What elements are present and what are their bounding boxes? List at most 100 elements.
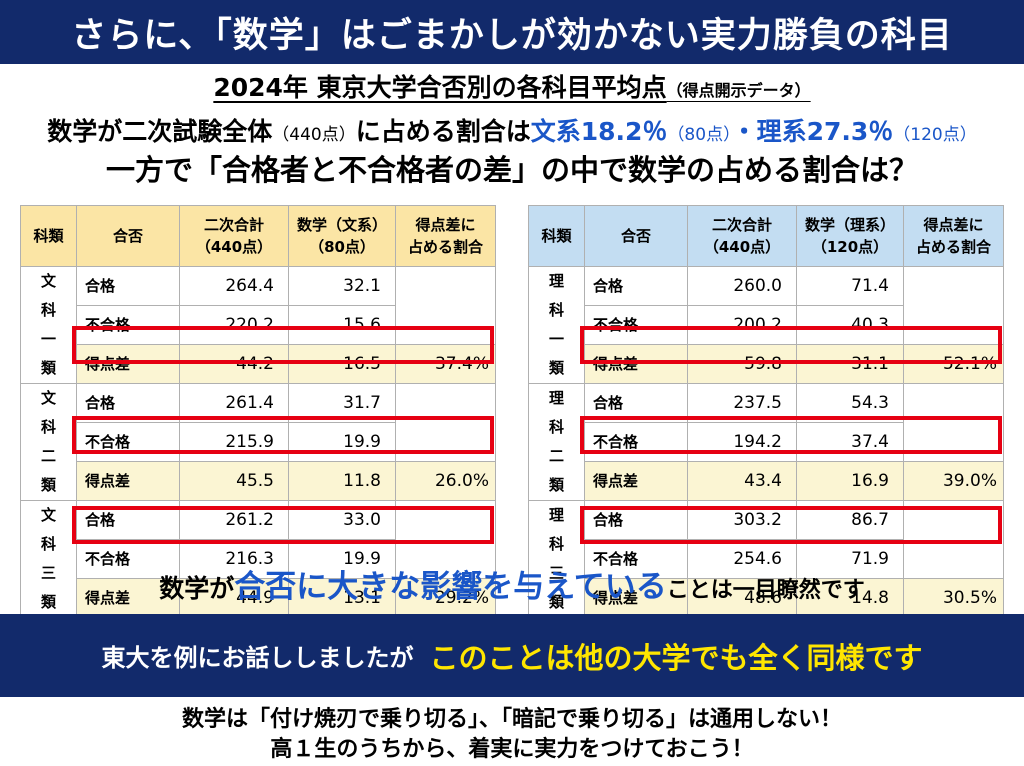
result-cell: 不合格	[76, 305, 180, 345]
header-ratio-line1: 得点差に	[923, 216, 984, 234]
result-cell: 合格	[76, 266, 180, 306]
total-cell: 220.2	[179, 305, 289, 345]
category-char: 理	[548, 506, 564, 524]
category-cell: 文科三類	[20, 500, 77, 618]
total-cell: 43.4	[687, 461, 797, 501]
bottom-banner-left: 東大を例にお話ししましたが	[101, 644, 414, 672]
top-banner-text: さらに、「数学」はごまかしが効かない実力勝負の科目	[71, 15, 953, 56]
total-cell: 44.9	[179, 578, 289, 618]
result-cell: 不合格	[584, 422, 688, 462]
header-total-line2: （440点）	[195, 238, 273, 256]
category-char: 類	[548, 476, 564, 494]
header-total-line1: 二次合計	[203, 216, 264, 234]
header-ratio-line1: 得点差に	[415, 216, 476, 234]
ratio-empty-cell	[395, 500, 496, 579]
total-cell: 45.5	[179, 461, 289, 501]
ratio-cell: 37.4%	[395, 344, 496, 384]
header-math: 数学（理系） （120点）	[796, 205, 904, 267]
total-cell: 44.2	[179, 344, 289, 384]
math-cell: 86.7	[796, 500, 904, 540]
statement-part: （440点）	[272, 125, 356, 145]
total-cell: 194.2	[687, 422, 797, 462]
category-cell: 理科一類	[528, 266, 585, 384]
result-cell: 合格	[584, 383, 688, 423]
math-cell: 33.0	[288, 500, 396, 540]
subtitle-main: 2024年 東京大学合否別の各科目平均点	[213, 73, 667, 102]
result-cell: 合格	[76, 500, 180, 540]
header-ratio: 得点差に 占める割合	[395, 205, 496, 267]
header-math-line2: （80点）	[309, 238, 375, 256]
result-cell: 合格	[584, 500, 688, 540]
table-row: 得点差 44.2 16.5 37.4%	[21, 344, 496, 384]
total-cell: 215.9	[179, 422, 289, 462]
category-char: 科	[548, 535, 564, 553]
result-cell: 合格	[76, 383, 180, 423]
table-row: 文科二類合格 261.4 31.7	[20, 383, 496, 501]
ratio-empty-cell	[395, 266, 496, 345]
table-row: 理科三類合格 303.2 86.7	[528, 500, 1004, 618]
header-category: 科類	[528, 205, 585, 267]
math-share-statement: 数学が二次試験全体（440点）に占める割合は文系18.2％（80点）・理系27.…	[0, 112, 1024, 148]
ratio-cell: 39.0%	[903, 461, 1004, 501]
header-math-line2: （120点）	[811, 238, 889, 256]
math-cell: 31.1	[796, 344, 904, 384]
category-char: 科	[40, 535, 56, 553]
table-row: 得点差 43.4 16.9 39.0%	[529, 461, 1004, 501]
table-row: 不合格 215.9 19.9	[21, 422, 496, 462]
math-cell: 13.1	[288, 578, 396, 618]
table-row: 得点差 59.8 31.1 52.1%	[529, 344, 1004, 384]
result-cell: 得点差	[76, 578, 180, 618]
subtitle-note: （得点開示データ）	[666, 81, 811, 100]
table-row: 理科一類合格 260.0 71.4	[528, 266, 1004, 384]
result-cell: 合格	[584, 266, 688, 306]
table-row: 文科一類合格 264.4 32.1	[20, 266, 496, 384]
closing-line-1: 数学は「付け焼刃で乗り切る」、「暗記で乗り切る」は通用しない！	[181, 707, 842, 732]
header-result: 合否	[584, 205, 688, 267]
category-char: 三	[548, 564, 564, 582]
math-cell: 11.8	[288, 461, 396, 501]
ratio-cell: 52.1%	[903, 344, 1004, 384]
result-cell: 不合格	[76, 422, 180, 462]
math-cell: 19.9	[288, 422, 396, 462]
category-char: 三	[40, 564, 56, 582]
category-char: 一	[548, 330, 564, 348]
conclusion-part: 数学が	[159, 574, 235, 603]
conclusion-part: ことは一目瞭然です	[666, 578, 865, 603]
math-cell: 32.1	[288, 266, 396, 306]
statement-part: （80点）	[667, 125, 732, 145]
table-row: 文科三類合格 261.2 33.0	[20, 500, 496, 618]
category-cell: 理科三類	[528, 500, 585, 618]
total-cell: 200.2	[687, 305, 797, 345]
header-result: 合否	[76, 205, 180, 267]
math-cell: 16.5	[288, 344, 396, 384]
math-cell: 54.3	[796, 383, 904, 423]
total-cell: 59.8	[687, 344, 797, 384]
category-char: 二	[40, 447, 56, 465]
conclusion-statement: 数学が合否に大きな影響を与えていることは一目瞭然です	[0, 561, 1024, 606]
statement-part: 数学が二次試験全体	[47, 117, 273, 146]
ratio-empty-cell	[903, 383, 1004, 462]
total-cell: 260.0	[687, 266, 797, 306]
ratio-empty-cell	[395, 383, 496, 462]
header-math-line1: 数学（文系）	[296, 216, 387, 234]
page-subtitle: 2024年 東京大学合否別の各科目平均点（得点開示データ）	[0, 68, 1024, 104]
header-math-line1: 数学（理系）	[804, 216, 895, 234]
category-cell: 理科二類	[528, 383, 585, 501]
statement-part: （120点）	[893, 125, 977, 145]
science-score-table: 科類 合否 二次合計 （440点） 数学（理系） （120点） 得点差に 占める割合理科一類合…	[528, 205, 1004, 618]
category-char: 類	[40, 593, 56, 611]
ratio-cell: 26.0%	[395, 461, 496, 501]
header-total: 二次合計 （440点）	[687, 205, 797, 267]
table-row: 得点差 48.6 14.8 30.5%	[529, 578, 1004, 618]
category-char: 類	[548, 359, 564, 377]
table-row: 理科二類合格 237.5 54.3	[528, 383, 1004, 501]
total-cell: 261.2	[179, 500, 289, 540]
ratio-empty-cell	[903, 500, 1004, 579]
table-header-row: 科類 合否 二次合計 （440点） 数学（理系） （120点） 得点差に 占める割合	[528, 205, 1004, 267]
category-char: 科	[40, 301, 56, 319]
category-char: 理	[548, 389, 564, 407]
math-cell: 14.8	[796, 578, 904, 618]
conclusion-highlight: 合否に大きな影響を与えている	[234, 569, 667, 605]
math-cell: 37.4	[796, 422, 904, 462]
bottom-banner-highlight: このことは他の大学でも全く同様です	[429, 640, 923, 675]
